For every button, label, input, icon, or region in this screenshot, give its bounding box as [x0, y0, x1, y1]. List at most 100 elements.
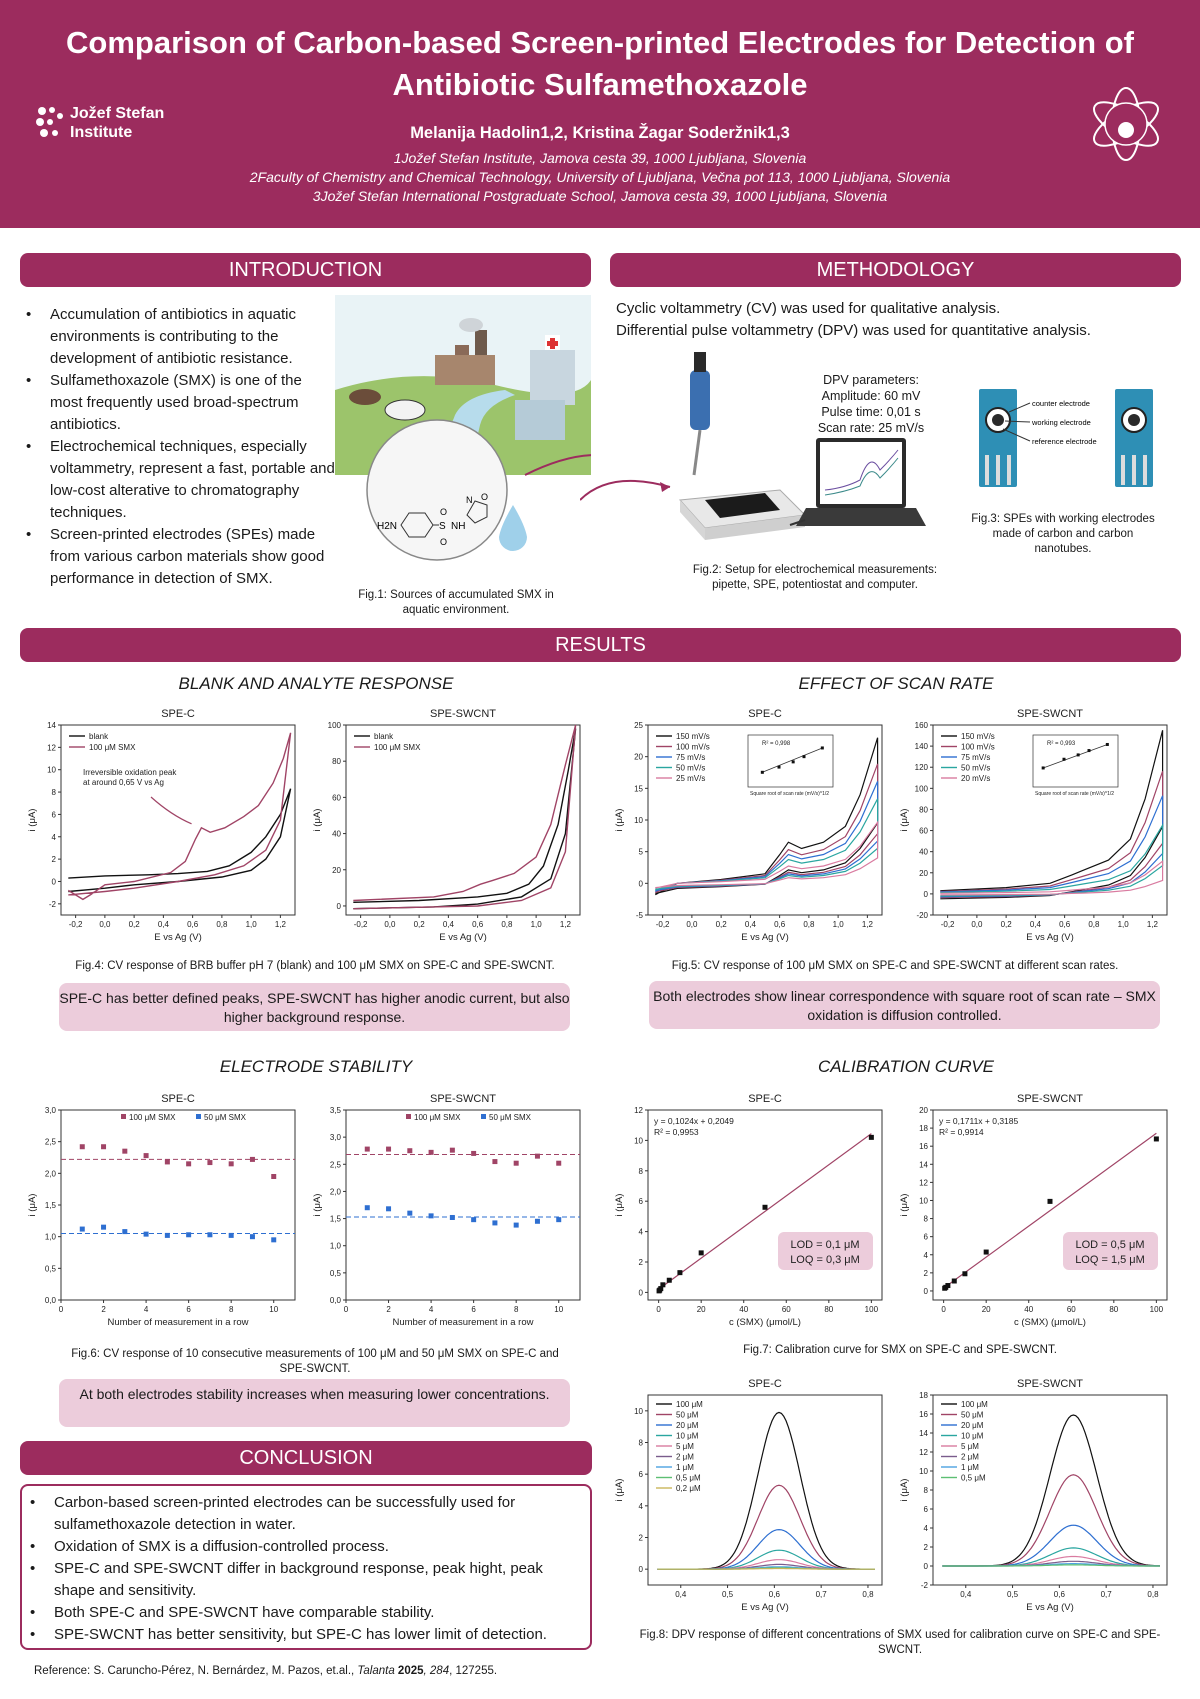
- y-tick-label: 2: [639, 1534, 644, 1543]
- data-point: [79, 1144, 85, 1150]
- counter-electrode-label: counter electrode: [1032, 399, 1090, 408]
- mol-amine-label: H2N: [377, 521, 397, 532]
- y-tick-label: 0: [337, 902, 342, 911]
- x-tick-label: 0,2: [414, 920, 426, 929]
- legend-label: 0,5 μM: [676, 1474, 701, 1483]
- x-tick-label: 0,0: [971, 920, 983, 929]
- y-tick-label: 60: [332, 793, 341, 802]
- y-tick-label: 8: [924, 1215, 929, 1224]
- methodology-line-1: Cyclic voltammetry (CV) was used for qua…: [616, 300, 1001, 317]
- x-axis-label: Number of measurement in a row: [108, 1317, 249, 1328]
- data-point: [868, 1134, 874, 1140]
- conclusion-bullet: SPE-SWCNT has better sensitivity, but SP…: [24, 1624, 584, 1646]
- x-tick-label: 100: [1150, 1305, 1164, 1314]
- x-tick-label: 1,0: [531, 920, 543, 929]
- chart-title: SPE-SWCNT: [1017, 1093, 1083, 1105]
- chart-title: SPE-C: [748, 708, 782, 720]
- x-axis-label: E vs Ag (V): [154, 932, 202, 943]
- y-axis-label: i (μA): [27, 1194, 38, 1217]
- y-tick-label: 4: [924, 1251, 929, 1260]
- x-tick-label: 80: [1109, 1305, 1118, 1314]
- legend-label: 1 μM: [676, 1463, 694, 1472]
- inset-point: [777, 765, 781, 769]
- x-tick-label: 0,2: [716, 920, 728, 929]
- x-tick-label: 0: [344, 1305, 349, 1314]
- x-tick-label: 60: [782, 1305, 791, 1314]
- data-point: [428, 1149, 434, 1155]
- faculty-logo: [1086, 84, 1166, 164]
- y-tick-label: 12: [919, 1178, 928, 1187]
- legend-label: 100 μM: [676, 1400, 703, 1409]
- authors: Melanija Hadolin1,2, Kristina Žagar Sode…: [410, 124, 790, 142]
- x-tick-label: 0,4: [745, 920, 757, 929]
- data-point: [186, 1232, 192, 1238]
- x-tick-label: 0,8: [216, 920, 228, 929]
- y-tick-label: 1,5: [330, 1215, 342, 1224]
- intro-bullet: Electrochemical techniques, especially v…: [20, 436, 335, 524]
- loq-label: LOQ = 1,5 μM: [1075, 1254, 1145, 1266]
- mol-nh-label: NH: [451, 521, 465, 532]
- legend-label: blank: [89, 732, 109, 741]
- mol-oxygen-bottom-label: O: [440, 537, 447, 547]
- affiliation-1: 1Jožef Stefan Institute, Jamova cesta 39…: [393, 150, 807, 166]
- fig2-illustration: [580, 352, 926, 540]
- x-tick-label: 8: [514, 1305, 519, 1314]
- x-tick-label: 0,6: [769, 1590, 781, 1599]
- x-tick-label: 0,7: [816, 1590, 828, 1599]
- y-tick-label: 0,0: [330, 1296, 342, 1305]
- data-point: [534, 1153, 540, 1159]
- plot-frame: [647, 1394, 883, 1586]
- intro-bullet: Accumulation of antibiotics in aquatic e…: [20, 304, 335, 370]
- x-tick-label: 4: [429, 1305, 434, 1314]
- x-tick-label: 0,0: [384, 920, 396, 929]
- conclusion-bullets: Carbon-based screen-printed electrodes c…: [24, 1492, 584, 1646]
- cv-curve: [940, 859, 1164, 896]
- legend-label: 50 μM SMX: [489, 1113, 532, 1122]
- x-tick-label: 0,8: [1147, 1590, 1159, 1599]
- fig5-caption: Fig.5: CV response of 100 μM SMX on SPE-…: [671, 960, 1119, 972]
- data-point: [534, 1218, 540, 1224]
- data-point: [951, 1278, 957, 1284]
- chart-calibration-spec: SPE-C 0 20 40 60 80 100 0 2 4 6 8 10 12 c (SMX) (μmol/…: [614, 1093, 883, 1328]
- legend-swatch: [406, 1114, 411, 1119]
- y-tick-label: 6: [924, 1233, 929, 1242]
- y-tick-label: 0: [639, 1565, 644, 1574]
- conclusion-bullet: Both SPE-C and SPE-SWCNT have comparable…: [24, 1602, 584, 1624]
- plot-frame: [345, 724, 581, 916]
- y-tick-label: 10: [919, 1196, 928, 1205]
- y-tick-label: 2,5: [330, 1160, 342, 1169]
- x-tick-label: 1,0: [833, 920, 845, 929]
- conclusion-bullet: Carbon-based screen-printed electrodes c…: [24, 1492, 584, 1536]
- legend-swatch: [481, 1114, 486, 1119]
- legend-label: 0,5 μM: [961, 1474, 986, 1483]
- x-tick-label: 0,4: [443, 920, 455, 929]
- y-tick-label: 4: [52, 833, 57, 842]
- chart-calibration-swcnt: SPE-SWCNT 0 20 40 60 80 100 0 2 4 6 8 10 12 14 16 18 20 c …: [899, 1093, 1168, 1328]
- cv-curve: [67, 732, 292, 901]
- legend-label: 150 mV/s: [961, 732, 995, 741]
- x-axis-label: Number of measurement in a row: [393, 1317, 534, 1328]
- y-tick-label: 8: [924, 1486, 929, 1495]
- dpv-curve: [657, 1484, 875, 1570]
- x-tick-label: 0,4: [675, 1590, 687, 1599]
- data-point: [658, 1286, 664, 1292]
- legend-label: 20 μM: [961, 1421, 984, 1430]
- y-axis-label: i (μA): [899, 809, 910, 832]
- legend-label: 1 μM: [961, 1463, 979, 1472]
- y-tick-label: 0: [924, 890, 929, 899]
- legend-label: 50 mV/s: [676, 764, 705, 773]
- working-electrode-label: working electrode: [1031, 418, 1091, 427]
- legend-label: 100 μM: [961, 1400, 988, 1409]
- intro-bullet: Sulfamethoxazole (SMX) is one of the mos…: [20, 370, 335, 436]
- lod-loq-box: [1063, 1232, 1158, 1270]
- fit-line: [943, 1132, 1157, 1289]
- legend-label: 50 μM SMX: [204, 1113, 247, 1122]
- dpv-param-line: Scan rate: 25 mV/s: [817, 421, 925, 435]
- y-axis-label: i (μA): [312, 1194, 323, 1217]
- inset-point: [802, 755, 806, 759]
- y-tick-label: 8: [639, 1439, 644, 1448]
- x-tick-label: 1,2: [1147, 920, 1159, 929]
- x-tick-label: 0,4: [1030, 920, 1042, 929]
- legend-label: 75 mV/s: [961, 753, 990, 762]
- x-tick-label: 0: [59, 1305, 64, 1314]
